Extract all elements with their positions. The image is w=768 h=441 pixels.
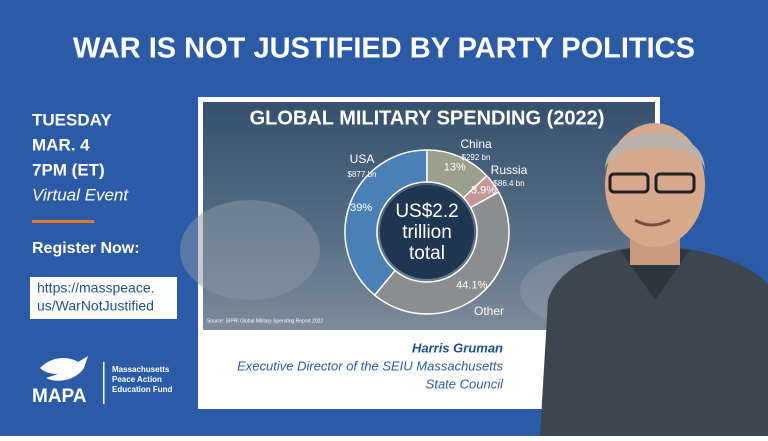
logo-org: Massachusetts xyxy=(112,365,170,374)
logo-org: Peace Action xyxy=(112,375,162,384)
slice-amount: $877 bn xyxy=(348,170,377,179)
logo-bird xyxy=(40,356,88,381)
chart-source: Source: SIPRI Global Military Spending R… xyxy=(207,318,323,324)
speaker-name: Harris Gruman xyxy=(412,340,503,355)
slice-label: Russia xyxy=(491,163,528,177)
speaker-photo xyxy=(540,123,768,436)
speaker-role: Executive Director of the SEIU Massachus… xyxy=(237,358,503,373)
event-time: 7PM (ET) xyxy=(32,160,105,179)
mouth xyxy=(634,218,671,227)
center-label: total xyxy=(409,243,445,264)
slice-percent: 3.9% xyxy=(471,185,496,197)
donut-chart: 39% USA $877 bn 13% China $292 bn 3.9% Russia $8… xyxy=(344,137,528,318)
slice-label: USA xyxy=(350,152,375,166)
slice-label: China xyxy=(460,137,492,151)
headline: WAR IS NOT JUSTIFIED BY PARTY POLITICS xyxy=(73,33,695,65)
glasses xyxy=(608,172,650,194)
cloud xyxy=(180,200,320,300)
speaker-role: State Council xyxy=(426,376,504,391)
url[interactable]: us/WarNotJustified xyxy=(37,298,154,314)
slice-amount: $86.4 bn xyxy=(493,179,524,188)
event-day: TUESDAY xyxy=(32,110,112,129)
logo-org: Education Fund xyxy=(112,385,173,394)
url-box[interactable] xyxy=(30,277,177,319)
event-info: TUESDAY MAR. 4 7PM (ET) Virtual Event xyxy=(32,110,129,204)
center-label: trillion xyxy=(402,222,452,243)
register-label: Register Now: xyxy=(32,240,140,257)
logo-name: MAPA xyxy=(32,386,87,407)
slice-label: Other xyxy=(474,304,504,318)
logo-rule xyxy=(103,362,105,404)
slice-percent: 39% xyxy=(350,202,372,214)
event-date: MAR. 4 xyxy=(32,135,90,154)
slice-percent: 13% xyxy=(444,162,466,174)
donut-slice xyxy=(344,149,428,297)
url[interactable]: https://masspeace. xyxy=(37,280,155,296)
sweater xyxy=(540,246,768,436)
chart-title: GLOBAL MILITARY SPENDING (2022) xyxy=(250,107,605,129)
center-label: US$2.2 xyxy=(395,201,458,222)
donut-center xyxy=(380,185,474,279)
logo: MAPA Massachusetts Peace Action Educatio… xyxy=(32,356,173,407)
donut-slice xyxy=(373,191,510,315)
glasses xyxy=(654,172,696,194)
slice-amount: $292 bn xyxy=(462,153,491,162)
hair xyxy=(605,132,705,170)
slice-percent: 44.1% xyxy=(456,280,487,292)
divider xyxy=(32,220,94,223)
event-format: Virtual Event xyxy=(32,185,129,204)
